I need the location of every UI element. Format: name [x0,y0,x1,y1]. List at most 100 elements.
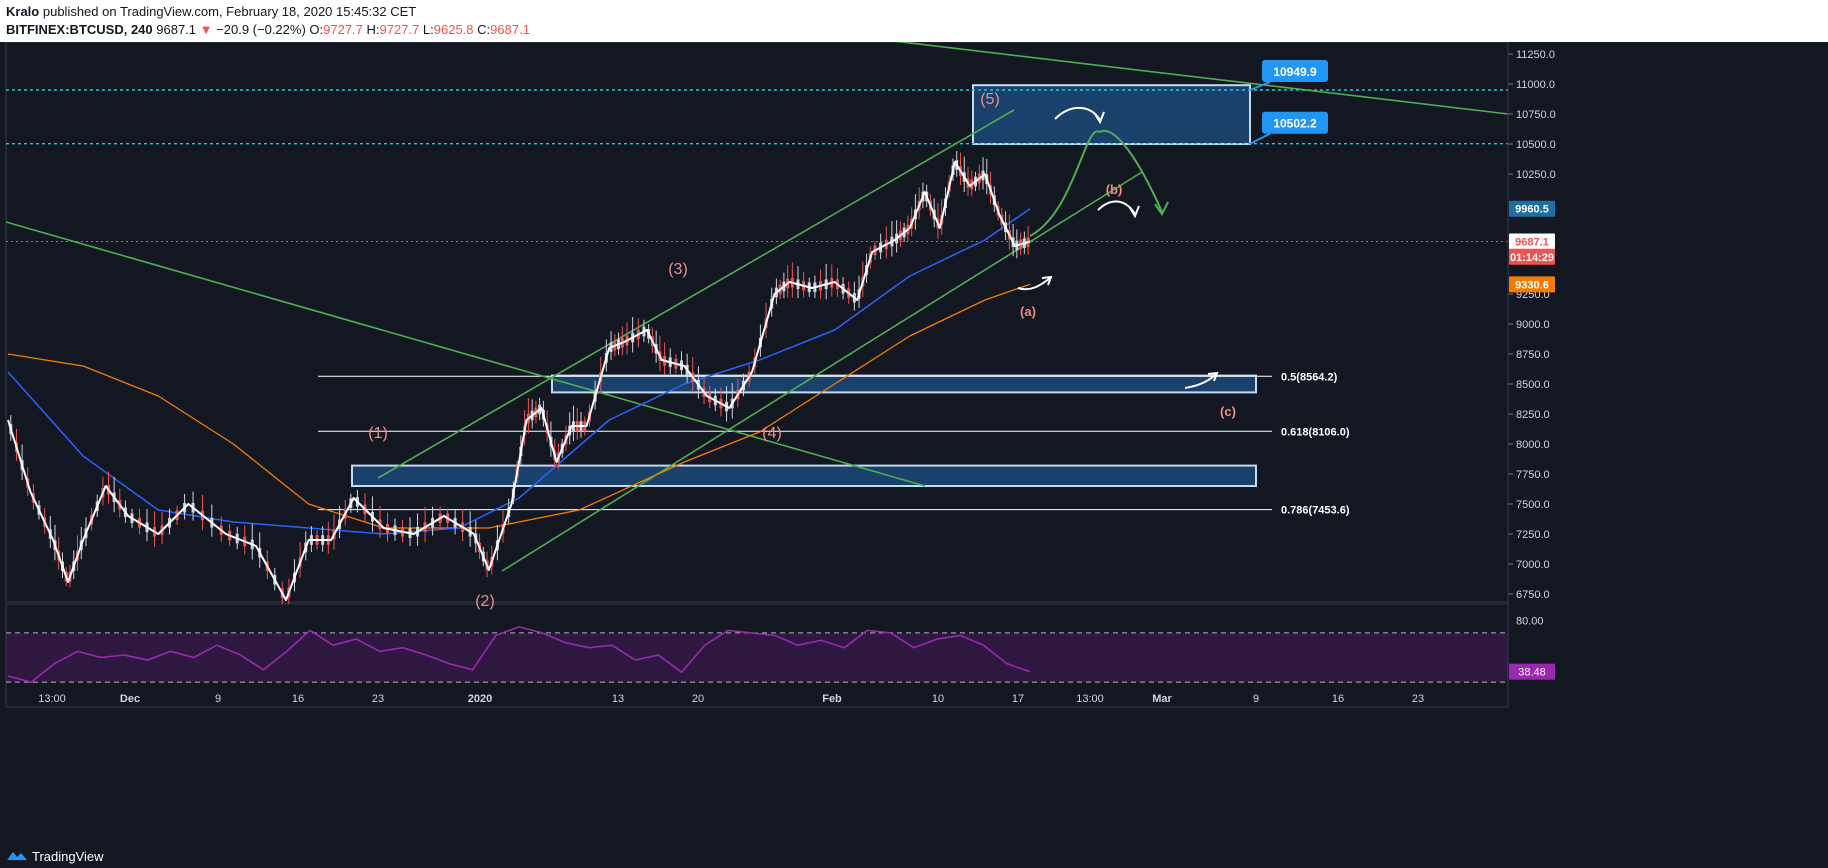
rsi-pane: 80.00 38.48 [6,616,1555,683]
y-tick-label: 8750.0 [1516,349,1550,361]
y-tick-label: 11250.0 [1516,49,1555,61]
author-name[interactable]: Kralo [6,4,40,19]
long-downtrend-line [5,221,926,487]
x-tick-label: Mar [1152,693,1172,705]
ema-orange-line [7,283,1031,529]
close-label: C: [477,22,491,37]
footer: TradingView [0,843,1828,868]
callout-pointer [1249,132,1271,145]
fib-0.5-zone [551,374,1257,394]
projected-path-curve [1029,129,1163,237]
open-value: 9727.7 [323,22,363,37]
target-price-callout: 10502.2 [1249,111,1328,145]
ema-blue-line [7,208,1031,535]
x-tick-label: Dec [120,693,140,705]
high-value: 9727.7 [379,22,420,37]
x-tick-label: 17 [1012,693,1024,705]
target-callout-box [1262,111,1328,134]
rsi-value-label: 38.48 [1518,667,1546,679]
y-tick-label: 8250.0 [1516,409,1550,421]
y-tick-label: 6750.0 [1516,589,1550,601]
descending-resistance-line [894,42,1509,115]
brand-label[interactable]: TradingView [32,849,104,864]
wave-label: (a) [1020,304,1036,319]
arrowhead-4 [1207,371,1219,382]
rsi-band [6,632,1508,683]
wave-label: (1) [368,425,388,442]
symbol-label: BITFINEX:BTCUSD, 240 [6,22,153,37]
tradingview-logo-icon [7,852,27,860]
support-zone [351,464,1257,488]
rsi-value-tag [1509,663,1555,680]
y-tick-label: 7250.0 [1516,529,1550,541]
price-tag-label: 01:14:29 [1510,252,1554,264]
x-tick-label: 16 [1332,693,1344,705]
projected-path-arrowhead [1154,201,1169,216]
arrowhead-2 [1129,205,1140,219]
x-tick-label: 9 [1253,693,1259,705]
close-value: 9687.1 [490,22,530,37]
target-zone [972,84,1251,145]
publish-line: Kralo published on TradingView.com, Febr… [6,4,416,19]
wave-label: (b) [1106,182,1123,197]
low-value: 9625.8 [433,22,474,37]
price-tag [1509,233,1555,250]
curved-arrow-down-2 [1097,200,1136,215]
last-price: 9687.1 [156,22,197,37]
price-tag-label: 9960.5 [1515,204,1549,216]
y-tick-label: 10750.0 [1516,109,1556,121]
x-tick-label: 16 [292,693,304,705]
price-chart[interactable]: 0.5(8564.2) 0.618(8106.0) 0.786(7453.6) 10… [0,42,1828,843]
curved-arrow-up-1 [1017,277,1051,291]
change-down-icon: ▼ [199,22,213,37]
x-tick-label: 20 [692,693,704,705]
y-tick-label: 10250.0 [1516,169,1556,181]
series [7,151,1031,605]
open-label: O: [309,22,324,37]
rsi-line [7,625,1031,683]
axes: 11250.011000.010750.010500.010250.09250.… [6,42,1556,708]
channel-upper-line [377,109,1015,479]
x-tick-label: Feb [822,693,842,705]
wave-label: (c) [1220,404,1236,419]
callout-pointer [1249,81,1271,91]
price-tag [1509,276,1555,293]
low-label: L: [422,22,434,37]
price-tag-label: 9687.1 [1515,237,1549,249]
fib-level-label: 0.786(7453.6) [1281,505,1350,517]
y-tick-label: 8500.0 [1516,379,1550,391]
target-price-callout: 10949.9 [1249,60,1328,91]
price-tag [1509,200,1555,217]
fib-level-label: 0.5(8564.2) [1281,371,1338,383]
wave-label: (5) [980,91,1000,108]
rsi-tick-label: 80.00 [1516,616,1544,628]
target-callout-box [1262,60,1328,83]
x-tick-label: 13:00 [38,693,66,705]
target-callout-label: 10949.9 [1273,65,1317,79]
price-line [7,161,1031,601]
y-tick-label: 7000.0 [1516,559,1550,571]
x-tick-label: 10 [932,693,944,705]
x-tick-label: 23 [372,693,384,705]
arrowhead-3 [1041,275,1053,286]
x-tick-label: 13:00 [1076,693,1104,705]
target-callout-label: 10502.2 [1273,117,1317,131]
x-tick-label: 23 [1412,693,1424,705]
fib-levels: 0.5(8564.2) 0.618(8106.0) 0.786(7453.6) [6,89,1508,517]
price-tag [1509,248,1555,265]
high-label: H: [366,22,380,37]
y-tick-label: 7750.0 [1516,469,1550,481]
y-tick-label: 8000.0 [1516,439,1550,451]
channel-lower-line [501,171,1143,572]
x-tick-label: 13 [612,693,624,705]
y-tick-label: 7500.0 [1516,499,1550,511]
publish-info: published on TradingView.com, February 1… [42,4,417,19]
x-tick-label: 9 [215,693,221,705]
wave-label: (4) [762,425,782,442]
y-tick-label: 10500.0 [1516,139,1556,151]
ohlc-line: BITFINEX:BTCUSD, 240 9687.1 ▼ −20.9 (−0.… [6,22,530,37]
fib-level-label: 0.618(8106.0) [1281,426,1350,438]
price-tag-label: 9330.6 [1515,279,1549,291]
curved-arrow-up-2 [1184,373,1217,389]
annotations: 10949.9 10502.2 (1) (2) (3) (4) (5) (a) (b) (c) [368,60,1328,610]
